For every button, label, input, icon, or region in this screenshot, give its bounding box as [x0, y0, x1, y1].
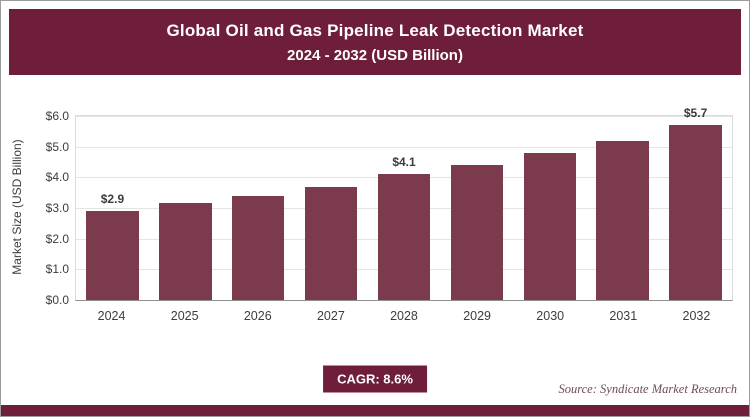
bar-slot: $2.9 [76, 116, 149, 300]
bar-value-label: $4.1 [392, 155, 416, 170]
gridline [76, 146, 732, 148]
bar-2028: $4.1 [377, 155, 431, 300]
bar-2031 [596, 140, 649, 300]
x-axis-label: 2030 [536, 309, 565, 323]
plot-area: $2.9 $4.1 $5.7 $0.0 $1.0 $2.0 $3.0 $4.0 $5.0 $6.… [46, 106, 733, 307]
chart-subtitle: 2024 - 2032 (USD Billion) [287, 47, 463, 64]
bar-value-label: $5.7 [683, 106, 708, 121]
bar-2030 [523, 152, 577, 300]
bar-slot [295, 116, 368, 300]
bars: $2.9 $4.1 $5.7 [76, 106, 732, 300]
x-axis-label: 2029 [463, 309, 491, 323]
bar-2032: $5.7 [669, 106, 722, 300]
bar-slot: $5.7 [659, 106, 732, 300]
y-axis-tick: $6.0 [45, 109, 69, 123]
bottom-accent-strip [1, 405, 749, 416]
y-axis-tick: $0.0 [45, 293, 69, 307]
bar-slot: $4.1 [368, 116, 441, 300]
x-axis-label: 2025 [170, 309, 199, 323]
bar-slot [222, 116, 295, 300]
bar-2024: $2.9 [86, 192, 139, 300]
x-axis-label: 2024 [97, 309, 126, 323]
cagr-badge: CAGR: 8.6% [323, 365, 427, 393]
bar-slot [149, 116, 222, 300]
x-axis-label: 2026 [243, 309, 272, 323]
y-axis-tick: $2.0 [45, 231, 69, 246]
bar-slot [586, 116, 659, 300]
x-axis-labels: 2024 2025 2026 2027 2028 2029 2030 2031 2032 [75, 309, 733, 323]
bar-2027 [304, 186, 358, 300]
gridline [76, 116, 732, 117]
y-axis-tick: $1.0 [45, 262, 69, 277]
chart-header: Global Oil and Gas Pipeline Leak Detecti… [9, 9, 741, 75]
chart-footer: CAGR: 8.6% Source: Syndicate Market Rese… [1, 357, 749, 405]
bar-slot [440, 116, 513, 300]
x-axis-label: 2027 [316, 309, 345, 323]
bar-2026 [231, 195, 285, 300]
y-axis-tick: $3.0 [45, 201, 69, 215]
x-axis-label: 2032 [682, 309, 711, 323]
source-credit: Source: Syndicate Market Research [558, 382, 737, 396]
y-axis-title: Market Size (USD Billion) [10, 139, 24, 275]
chart: Market Size (USD Billion) $2.9 $4.1 $5.7 $… [1, 75, 749, 357]
chart-title: Global Oil and Gas Pipeline Leak Detecti… [166, 21, 584, 40]
bar-value-label: $2.9 [100, 192, 125, 207]
bar-2029 [450, 165, 504, 300]
bar-slot [513, 116, 586, 300]
x-axis-label: 2028 [390, 309, 418, 323]
y-axis-tick: $4.0 [45, 170, 69, 185]
bar-2025 [159, 203, 212, 300]
y-axis-tick: $5.0 [45, 139, 69, 154]
x-axis-label: 2031 [609, 309, 638, 323]
